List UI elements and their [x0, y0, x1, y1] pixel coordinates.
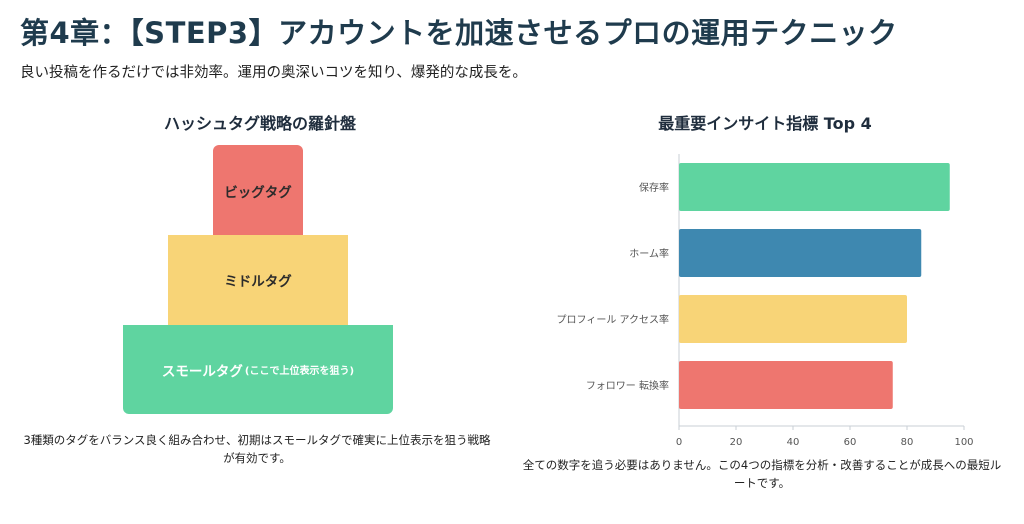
pyramid-small-tag-note: (ここで上位表示を狙う): [244, 366, 355, 377]
pyramid-big-tag-label: ビッグタグ: [224, 184, 292, 201]
pyramid-middle-tag-label: ミドルタグ: [224, 274, 292, 290]
category-label-2: プロフィール アクセス率: [557, 313, 669, 326]
pyramid-small-tag-label: スモールタグ: [161, 363, 243, 380]
x-tick-label-60: 60: [844, 437, 857, 445]
pyramid-big-tag: ビッグタグ: [213, 145, 303, 236]
x-tick-label-20: 20: [730, 437, 743, 445]
category-label-3: フォロワー 転換率: [586, 379, 669, 392]
pyramid-middle-tag: ミドルタグ: [168, 235, 348, 325]
category-label-1: ホーム率: [629, 247, 669, 260]
bar-1: [679, 229, 922, 277]
insight-panel-title: 最重要インサイト指標 Top 4: [658, 114, 872, 133]
hashtag-panel-title: ハッシュタグ戦略の羅針盤: [163, 114, 356, 133]
pyramid-small-tag: スモールタグ (ここで上位表示を狙う): [123, 325, 393, 414]
page-subtitle: 良い投稿を作るだけでは非効率。運用の奥深いコツを知り、爆発的な成長を。: [20, 65, 527, 81]
x-tick-label-80: 80: [901, 437, 914, 445]
bar-2: [679, 295, 907, 343]
bar-3: [679, 361, 893, 409]
x-tick-label-100: 100: [954, 437, 973, 445]
hashtag-caption: 3種類のタグをバランス良く組み合わせ、初期はスモールタグで確実に上位表示を狙う戦…: [23, 433, 491, 465]
x-tick-label-0: 0: [676, 437, 682, 445]
category-label-0: 保存率: [639, 181, 669, 194]
bar-0: [679, 163, 950, 211]
x-tick-label-40: 40: [787, 437, 800, 445]
insight-caption: 全ての数字を追う必要はありません。この4つの指標を分析・改善することが成長への最…: [522, 458, 1002, 490]
page-title: 第4章：【STEP3】アカウントを加速させるプロの運用テクニック: [20, 16, 898, 50]
